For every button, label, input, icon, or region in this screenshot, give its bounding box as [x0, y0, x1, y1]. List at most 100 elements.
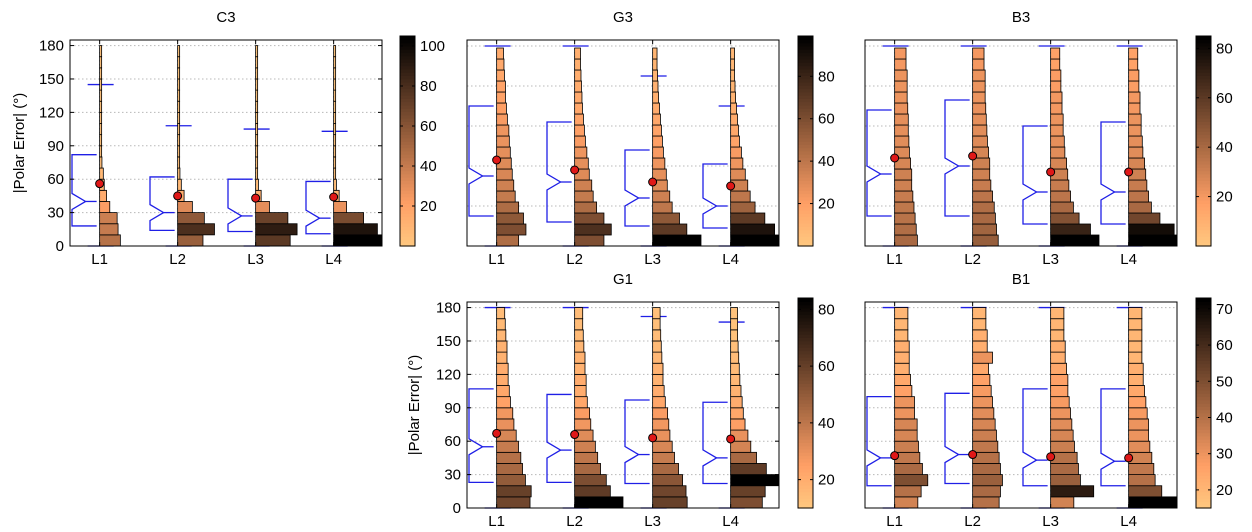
colorbar-segment — [1196, 75, 1211, 80]
histogram-bar — [972, 113, 987, 126]
colorbar-segment — [798, 501, 813, 506]
x-tick-label: L3 — [247, 251, 264, 268]
colorbar-segment — [1196, 203, 1211, 208]
mean-marker — [648, 177, 658, 187]
histogram-bar — [730, 69, 735, 82]
histogram-bar — [972, 223, 997, 236]
histogram-bar — [652, 351, 663, 364]
histogram-bar — [730, 385, 742, 398]
histogram-bar — [574, 102, 583, 115]
colorbar-segment — [1196, 173, 1211, 178]
histogram-bar — [1128, 135, 1143, 148]
colorbar-segment — [1196, 393, 1211, 398]
colorbar-segment — [798, 347, 813, 352]
histogram-bar — [177, 178, 182, 191]
colorbar-segment — [400, 55, 415, 60]
histogram-bar — [496, 463, 523, 475]
colorbar-segment — [1196, 180, 1211, 185]
histogram-bar — [1128, 91, 1141, 104]
histogram-bar — [333, 100, 337, 113]
histogram-bar — [972, 124, 988, 137]
colorbar-segment — [798, 491, 813, 496]
colorbar-segment — [1196, 422, 1211, 427]
panel-b1: B1 L1 L2 L3 L4 20 30 40 50 60 70 — [864, 271, 1233, 530]
histogram-bar — [730, 485, 766, 498]
histogram-bar — [730, 168, 746, 181]
colorbar-segment — [1196, 223, 1211, 227]
colorbar-segment — [400, 101, 415, 106]
histogram-bar — [730, 157, 744, 170]
colorbar-segment — [1196, 193, 1211, 198]
histogram-bar — [894, 212, 916, 225]
histogram-bar — [99, 167, 104, 180]
histogram-bar — [652, 396, 666, 409]
colorbar-segment — [1196, 478, 1211, 483]
mean-marker — [329, 192, 339, 202]
colorbar-segment — [1196, 320, 1211, 325]
histogram-bar — [574, 201, 598, 214]
x-tick-label: L3 — [644, 513, 661, 530]
colorbar-segment — [1196, 363, 1211, 368]
colorbar-segment — [1196, 36, 1211, 40]
histogram-bar — [496, 351, 508, 364]
x-tick-label: L4 — [325, 251, 342, 268]
colorbar-segment — [1196, 442, 1211, 447]
colorbar-segment — [798, 419, 813, 424]
colorbar-segment — [1196, 137, 1211, 142]
histogram-bar — [1050, 146, 1066, 159]
histogram-bar — [574, 329, 584, 342]
histogram-bar — [255, 223, 298, 236]
x-tick-label: L2 — [169, 251, 186, 268]
colorbar-segment — [798, 213, 813, 218]
colorbar-segment — [798, 314, 813, 319]
colorbar-segment — [1196, 432, 1211, 437]
colorbar-segment — [1196, 104, 1211, 109]
colorbar-segment — [798, 298, 813, 302]
boxplot-box — [702, 163, 728, 229]
histogram-bar — [177, 45, 181, 58]
histogram-bar — [652, 102, 660, 115]
colorbar-segment — [1196, 471, 1211, 476]
histogram-bar — [99, 78, 103, 91]
colorbar-segment — [400, 177, 415, 181]
histogram-bar — [652, 451, 675, 464]
colorbar-segment — [400, 147, 415, 152]
histogram-bar — [730, 146, 742, 159]
histogram-bar — [972, 212, 996, 225]
colorbar-segment — [1196, 488, 1211, 493]
colorbar-segment — [400, 108, 415, 113]
colorbar-segment — [1196, 108, 1211, 113]
boxplot-box — [546, 121, 572, 223]
histogram-bar — [1128, 485, 1163, 498]
colorbar-segment — [798, 193, 813, 198]
histogram-bar — [99, 223, 119, 236]
colorbar-frame — [399, 35, 416, 247]
histogram-bar — [1050, 190, 1071, 203]
colorbar-segment — [1196, 206, 1211, 211]
histogram-bar — [972, 407, 995, 420]
panel-g1: G1 L1 L2 L3 L4 0 30 60 90 120 150 180 20 40 60 80 — [436, 271, 835, 530]
colorbar-segment — [798, 478, 813, 483]
colorbar-segment — [1196, 357, 1211, 361]
colorbar-segment — [798, 91, 813, 96]
histogram-bar — [894, 440, 919, 453]
colorbar-segment — [798, 462, 813, 466]
histogram-bar — [574, 146, 588, 159]
colorbar-segment — [1196, 343, 1211, 348]
panel-title: G1 — [613, 271, 633, 288]
colorbar-segment — [400, 150, 415, 155]
histogram-bar — [894, 47, 907, 60]
histogram-bar — [496, 190, 516, 203]
colorbar-segment — [798, 380, 813, 384]
colorbar-segment — [798, 403, 813, 407]
histogram-bar — [574, 307, 584, 320]
histogram-bar — [972, 396, 993, 409]
histogram-bar — [1050, 329, 1065, 342]
colorbar-segment — [798, 127, 813, 132]
colorbar-segment — [1196, 373, 1211, 378]
histogram-bar — [1050, 124, 1064, 137]
histogram-bar — [1128, 234, 1178, 247]
histogram-bar — [652, 318, 661, 331]
colorbar-segment — [1196, 239, 1211, 244]
histogram-bar — [894, 113, 909, 126]
